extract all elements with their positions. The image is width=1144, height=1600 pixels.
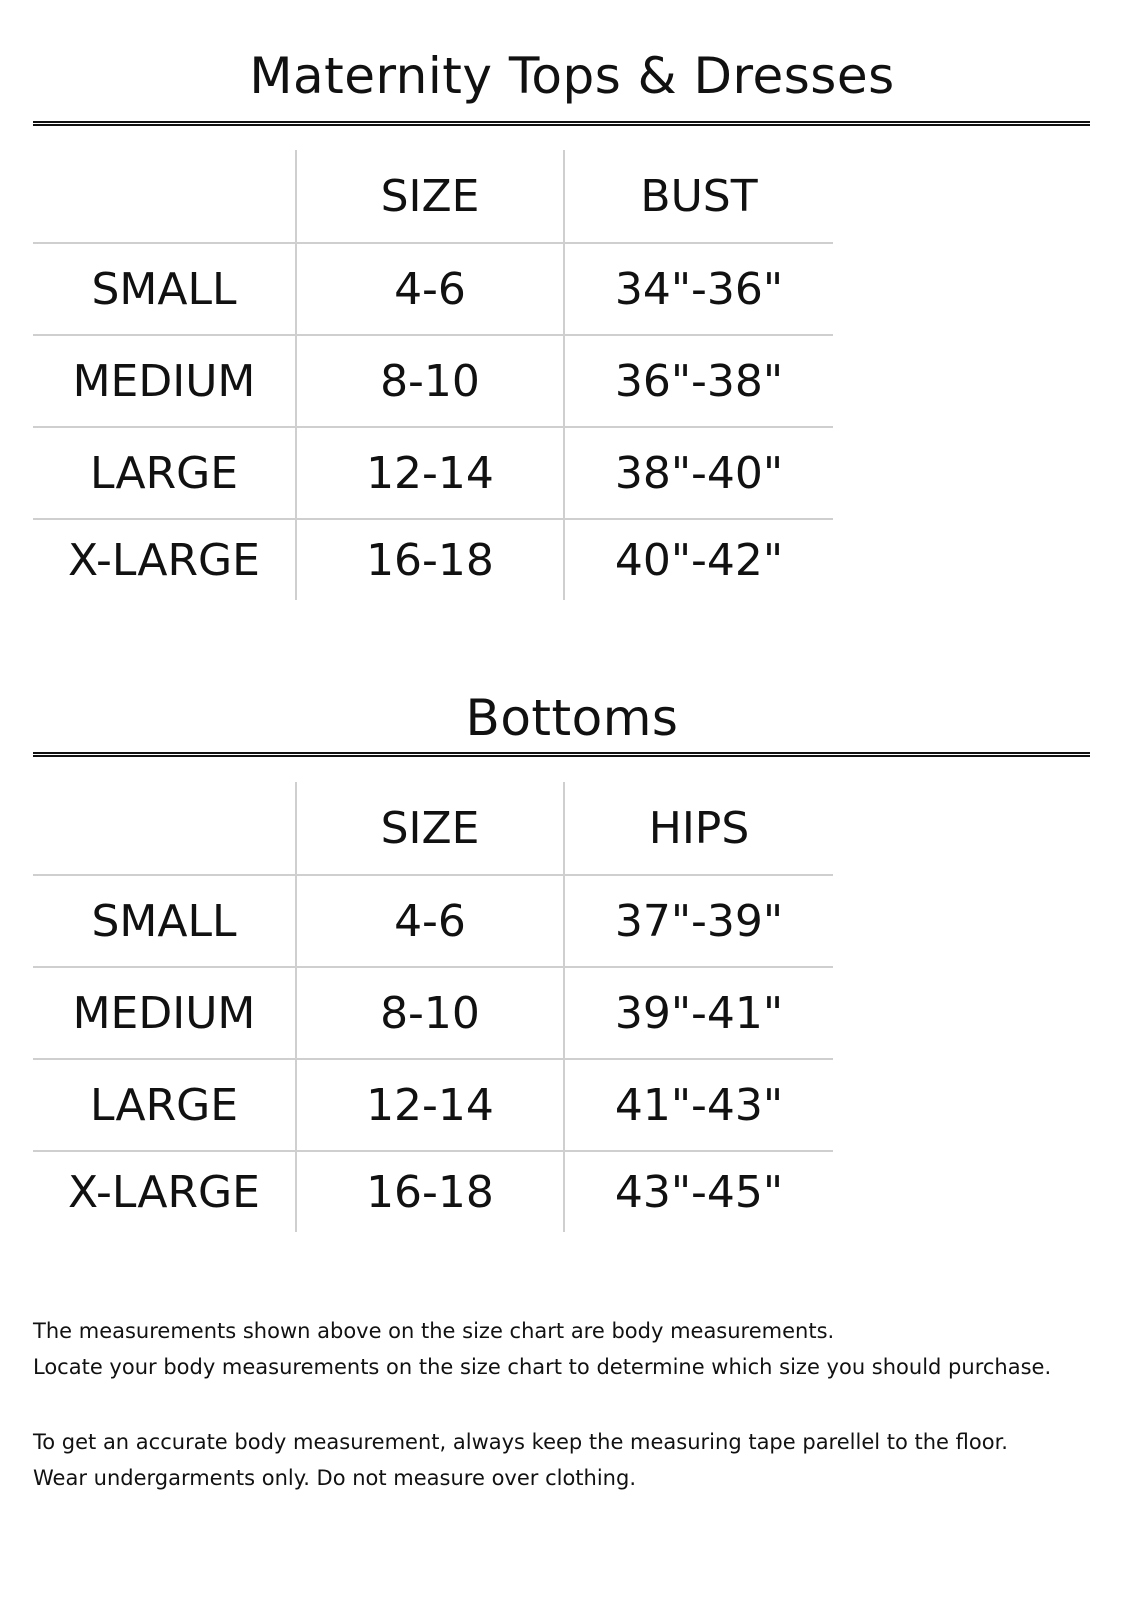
size-number-cell: 16-18 bbox=[296, 1150, 565, 1232]
measurement-notes: The measurements shown above on the size… bbox=[33, 1313, 1113, 1385]
table-row: SMALL 4-6 37"-39" bbox=[33, 874, 833, 967]
tops-size-table: SIZE BUST SMALL 4-6 34"-36" MEDIUM 8-10 … bbox=[33, 150, 833, 600]
hips-range-cell: 41"-43" bbox=[564, 1058, 833, 1151]
size-number-cell: 8-10 bbox=[296, 334, 565, 427]
size-number-cell: 12-14 bbox=[296, 426, 565, 519]
size-label-cell: MEDIUM bbox=[33, 334, 297, 427]
measuring-instructions: To get an accurate body measurement, alw… bbox=[33, 1424, 1113, 1496]
table-header-row: SIZE BUST bbox=[33, 150, 833, 243]
size-label-cell: X-LARGE bbox=[33, 518, 297, 600]
header-cell-size: SIZE bbox=[296, 150, 565, 243]
bottoms-section-title: Bottoms bbox=[465, 689, 679, 747]
size-label-cell: SMALL bbox=[33, 874, 297, 967]
table-row: X-LARGE 16-18 40"-42" bbox=[33, 518, 833, 600]
hips-range-cell: 43"-45" bbox=[564, 1150, 833, 1232]
header-cell-label bbox=[33, 150, 297, 243]
size-label-cell: X-LARGE bbox=[33, 1150, 297, 1232]
bust-range-cell: 34"-36" bbox=[564, 242, 833, 335]
table-row: LARGE 12-14 38"-40" bbox=[33, 426, 833, 519]
note-line: Wear undergarments only. Do not measure … bbox=[33, 1466, 636, 1490]
size-label-cell: SMALL bbox=[33, 242, 297, 335]
size-number-cell: 4-6 bbox=[296, 242, 565, 335]
table-header-row: SIZE HIPS bbox=[33, 782, 833, 875]
hips-range-cell: 39"-41" bbox=[564, 966, 833, 1059]
table-row: LARGE 12-14 41"-43" bbox=[33, 1058, 833, 1151]
bust-range-cell: 40"-42" bbox=[564, 518, 833, 600]
table-row: X-LARGE 16-18 43"-45" bbox=[33, 1150, 833, 1232]
note-line: To get an accurate body measurement, alw… bbox=[33, 1430, 1008, 1454]
size-label-cell: LARGE bbox=[33, 426, 297, 519]
header-cell-size: SIZE bbox=[296, 782, 565, 875]
size-number-cell: 12-14 bbox=[296, 1058, 565, 1151]
size-number-cell: 16-18 bbox=[296, 518, 565, 600]
tops-section-title: Maternity Tops & Dresses bbox=[249, 47, 895, 105]
table-row: SMALL 4-6 34"-36" bbox=[33, 242, 833, 335]
size-number-cell: 8-10 bbox=[296, 966, 565, 1059]
bottoms-title-divider bbox=[33, 752, 1090, 757]
bust-range-cell: 38"-40" bbox=[564, 426, 833, 519]
bust-range-cell: 36"-38" bbox=[564, 334, 833, 427]
size-label-cell: MEDIUM bbox=[33, 966, 297, 1059]
note-line: The measurements shown above on the size… bbox=[33, 1319, 835, 1343]
tops-title-divider bbox=[33, 121, 1090, 126]
note-line: Locate your body measurements on the siz… bbox=[33, 1355, 1052, 1379]
header-cell-label bbox=[33, 782, 297, 875]
table-row: MEDIUM 8-10 36"-38" bbox=[33, 334, 833, 427]
header-cell-bust: BUST bbox=[640, 170, 758, 222]
table-row: MEDIUM 8-10 39"-41" bbox=[33, 966, 833, 1059]
bottoms-size-table: SIZE HIPS SMALL 4-6 37"-39" MEDIUM 8-10 … bbox=[33, 782, 833, 1232]
size-number-cell: 4-6 bbox=[296, 874, 565, 967]
header-cell-hips: HIPS bbox=[648, 802, 750, 854]
hips-range-cell: 37"-39" bbox=[564, 874, 833, 967]
size-label-cell: LARGE bbox=[33, 1058, 297, 1151]
